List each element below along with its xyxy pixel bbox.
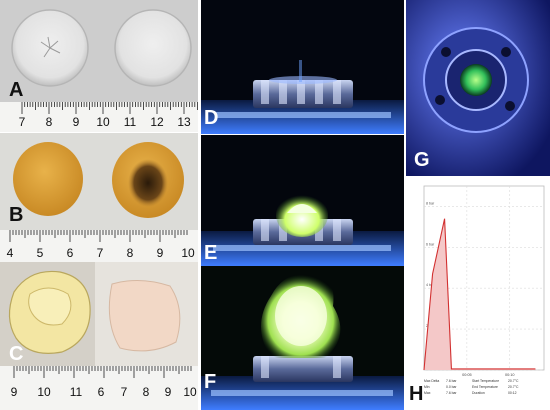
apparatus-photo-e [201, 193, 404, 266]
panel-label-c: C [9, 343, 24, 365]
apparatus-photo-d [201, 60, 404, 134]
clear-discs-photo [11, 9, 192, 87]
stat-label: Max [424, 391, 431, 395]
ruler-a-number: 8 [45, 115, 53, 129]
panel-label-g: G [414, 149, 430, 171]
photo-panel-a: A [0, 0, 198, 102]
ruler-b-number: 5 [36, 246, 44, 260]
ruler-a-number: 13 [177, 115, 191, 129]
ruler-b-number: 9 [156, 246, 164, 260]
ruler-a: 7 8 9 10 11 12 13 [0, 102, 198, 132]
photo-panel-c: C [0, 262, 198, 366]
ruler-b-number: 6 [66, 246, 74, 260]
stat-value: 0.0 bar [446, 385, 457, 389]
stat-label: End Temperature [472, 385, 498, 389]
stat-value: 7.6 bar [446, 379, 457, 383]
stat-label: Min [424, 385, 430, 389]
panel-label-h: H [409, 383, 424, 405]
panel-label-d: D [204, 107, 219, 129]
ruler-a-number: 7 [18, 115, 26, 129]
photo-panel-g: G [406, 0, 550, 176]
ruler-c-number: 10 [37, 385, 51, 399]
panel-label-a: A [9, 79, 24, 101]
ruler-c: 9 10 11 6 7 8 9 10 [0, 366, 198, 410]
ruler-c-number: 9 [164, 385, 172, 399]
ruler-c-number: 7 [120, 385, 128, 399]
ruler-c-number: 10 [183, 385, 197, 399]
y-tick-label: 8 bar [426, 201, 435, 205]
ruler-b-number: 7 [96, 246, 104, 260]
stat-value: 7.6 bar [446, 391, 457, 395]
ruler-a-number: 10 [96, 115, 110, 129]
stat-label: Start Temperature [472, 379, 499, 383]
panel-label-f: F [204, 371, 217, 393]
photo-panel-d: D [201, 0, 404, 134]
ruler-c-number: 6 [97, 385, 105, 399]
y-tick-label: 4 bar [426, 283, 435, 287]
photo-panel-f: F [201, 266, 404, 410]
ruler-a-number: 12 [150, 115, 164, 129]
panel-label-b: B [9, 204, 24, 226]
ruler-c-number: 11 [69, 385, 83, 399]
top-view-photo [406, 0, 550, 176]
panel-label-e: E [204, 242, 218, 264]
ruler-b: 4 5 6 7 8 9 10 [0, 230, 198, 262]
apparatus-photo-f [201, 274, 404, 410]
stat-value: 00:12 [508, 391, 517, 395]
ruler-c-number: 8 [142, 385, 150, 399]
ruler-a-number: 9 [72, 115, 80, 129]
photo-panel-e: E [201, 135, 404, 266]
stat-label: Max Delta [424, 379, 439, 383]
photo-panel-b: B [0, 133, 198, 230]
deformed-discs-photo [8, 262, 198, 366]
pressure-area [424, 218, 536, 370]
stat-value: 20.7°C [508, 379, 519, 383]
ruler-c-number: 9 [10, 385, 18, 399]
ruler-b-number: 4 [6, 246, 14, 260]
yellow-discs-photo [13, 142, 184, 218]
stat-value: 20.7°C [508, 385, 519, 389]
ruler-a-number: 11 [123, 115, 137, 129]
stat-label: Duration [472, 391, 485, 395]
y-tick-label: 6 bar [426, 242, 435, 246]
ruler-b-number: 10 [181, 246, 195, 260]
x-tick-label: 00:10 [505, 373, 515, 377]
ruler-b-number: 8 [126, 246, 134, 260]
pressure-line [423, 218, 536, 371]
x-tick-label: 00:05 [462, 373, 472, 377]
